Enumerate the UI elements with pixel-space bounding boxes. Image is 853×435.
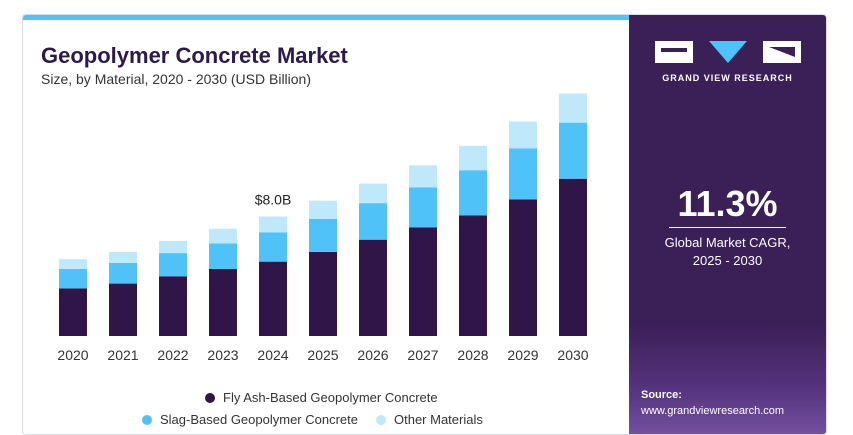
bar-2023-series-2 (209, 228, 237, 244)
legend-item-other: Other Materials (376, 412, 483, 427)
bar-2020-series-2 (59, 259, 87, 269)
x-tick-label-2025: 2025 (307, 347, 338, 363)
bar-2022-series-1 (159, 253, 187, 277)
legend-swatch-slag (142, 414, 152, 425)
bar-2028-series-0 (459, 215, 487, 336)
bar-2027-series-1 (409, 187, 437, 228)
data-label-2024: $8.0B (255, 192, 292, 208)
x-tick-label-2030: 2030 (557, 347, 588, 363)
bar-2021-series-0 (109, 283, 137, 336)
source-url[interactable]: www.grandviewresearch.com (641, 405, 785, 417)
cagr-divider (669, 227, 786, 228)
x-tick-label-2020: 2020 (57, 347, 88, 363)
x-tick-label-2026: 2026 (357, 347, 388, 363)
bar-2029-series-0 (509, 199, 537, 336)
x-tick-label-2021: 2021 (107, 347, 138, 363)
brand-name: GRAND VIEW RESEARCH (662, 73, 793, 83)
bar-2025-series-1 (309, 218, 337, 252)
chart-panel: Geopolymer Concrete Market Size, by Mate… (23, 20, 629, 434)
chart-subtitle: Size, by Material, 2020 - 2030 (USD Bill… (41, 71, 312, 87)
chart-title: Geopolymer Concrete Market (41, 43, 348, 68)
bar-2024-series-1 (259, 232, 287, 262)
bar-2023-series-1 (209, 243, 237, 269)
cagr-value: 11.3% (677, 183, 778, 224)
chart-card: Geopolymer Concrete Market Size, by Mate… (22, 14, 827, 435)
bar-2030-series-0 (559, 178, 587, 336)
legend-row-2: Slag-Based Geopolymer Concrete Other Mat… (142, 412, 501, 427)
legend-swatch-fly-ash (205, 392, 215, 403)
bar-2028-series-1 (459, 170, 487, 216)
gvr-logo-icon (655, 41, 801, 63)
bar-2025-series-2 (309, 200, 337, 219)
legend-item-slag: Slag-Based Geopolymer Concrete (142, 412, 358, 427)
info-panel: GRAND VIEW RESEARCH 11.3% Global Market … (629, 15, 826, 434)
bar-2025-series-0 (309, 251, 337, 336)
bar-2029-series-2 (509, 121, 537, 149)
source-label: Source: (641, 389, 682, 401)
top-accent-stripe (23, 15, 629, 20)
bar-2021-series-1 (109, 262, 137, 284)
x-tick-label-2028: 2028 (457, 347, 488, 363)
legend-label-other: Other Materials (394, 412, 483, 427)
bar-2022-series-0 (159, 276, 187, 336)
bar-2027-series-2 (409, 165, 437, 188)
stacked-bar-chart: 2020 2021 2022 2023 2024 $8.0B 2025 2026 2027 202… (57, 93, 589, 363)
bar-2022-series-2 (159, 240, 187, 254)
bar-2023-series-0 (209, 268, 237, 336)
bar-2020-series-0 (59, 288, 87, 336)
cagr-label: Global Market CAGR, 2025 - 2030 (629, 234, 826, 270)
bar-2024-series-0 (259, 261, 287, 336)
x-tick-label-2023: 2023 (207, 347, 238, 363)
x-tick-label-2022: 2022 (157, 347, 188, 363)
bar-2026-series-0 (359, 239, 387, 336)
legend-label-slag: Slag-Based Geopolymer Concrete (160, 412, 358, 427)
cagr-label-line2: 2025 - 2030 (692, 253, 763, 268)
legend-label-fly-ash: Fly Ash-Based Geopolymer Concrete (223, 390, 438, 405)
bar-2029-series-1 (509, 148, 537, 200)
bar-2026-series-2 (359, 183, 387, 204)
legend-item-fly-ash: Fly Ash-Based Geopolymer Concrete (205, 390, 438, 405)
x-tick-label-2029: 2029 (507, 347, 538, 363)
legend-row-1: Fly Ash-Based Geopolymer Concrete (205, 390, 456, 405)
bar-2030-series-1 (559, 122, 587, 179)
panel-glow (629, 324, 826, 434)
legend-swatch-other (376, 414, 386, 425)
x-tick-label-2027: 2027 (407, 347, 438, 363)
bar-2021-series-2 (109, 251, 137, 263)
bar-2030-series-2 (559, 93, 587, 123)
bar-2020-series-1 (59, 268, 87, 289)
bar-2027-series-0 (409, 227, 437, 336)
bar-2028-series-2 (459, 145, 487, 171)
cagr-label-line1: Global Market CAGR, (664, 235, 791, 250)
bar-2024-series-2 (259, 216, 287, 233)
source-block: Source: www.grandviewresearch.com (641, 387, 784, 419)
x-tick-label-2024: 2024 (257, 347, 288, 363)
bar-2026-series-1 (359, 203, 387, 240)
